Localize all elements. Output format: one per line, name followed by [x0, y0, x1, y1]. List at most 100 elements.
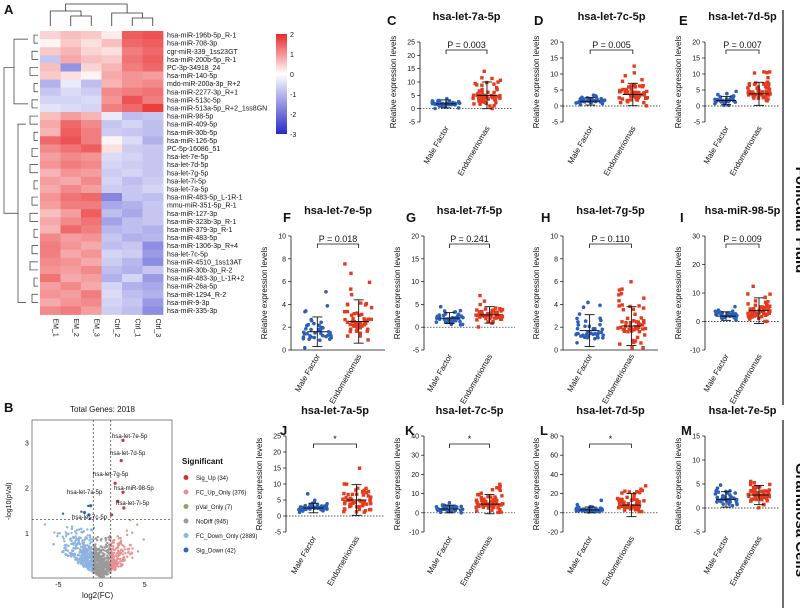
heatmap-cell	[101, 136, 123, 145]
heatmap-cell	[81, 47, 102, 56]
heatmap-cell	[122, 87, 143, 97]
volcano-point	[74, 544, 78, 547]
data-point	[734, 497, 739, 502]
volcano-point	[69, 553, 73, 556]
heatmap-cell	[40, 274, 61, 283]
volcano-point	[89, 557, 92, 560]
volcano-point	[117, 537, 121, 540]
data-point	[640, 323, 644, 327]
volcano-point	[111, 541, 114, 544]
data-point	[583, 319, 588, 323]
data-point	[589, 331, 593, 336]
data-point	[768, 304, 772, 309]
data-point	[637, 91, 641, 95]
data-point	[478, 102, 482, 106]
y-tick-label: 20	[550, 40, 558, 47]
data-point	[345, 320, 350, 324]
data-point	[751, 497, 755, 501]
heatmap-cell	[81, 257, 102, 267]
volcano-point	[112, 555, 115, 559]
y-tick-label: 25	[273, 434, 281, 441]
volcano-point	[136, 523, 139, 526]
volcano-point	[81, 539, 84, 542]
category-label: Endometriomas	[728, 125, 764, 178]
heatmap-cell	[60, 160, 82, 170]
heatmap-cell	[101, 193, 123, 202]
dendro-branch	[31, 245, 38, 255]
data-point	[480, 90, 484, 94]
data-point	[363, 508, 368, 513]
heatmap-cell	[60, 168, 82, 178]
data-point	[581, 305, 586, 310]
heatmap-cell	[81, 136, 102, 145]
heatmap-row-label: hsa-miR-708-3p	[167, 41, 217, 48]
data-point	[491, 498, 496, 502]
volcano-point	[64, 548, 67, 552]
heatmap-cell	[122, 63, 143, 72]
data-point	[617, 502, 622, 507]
data-point	[480, 97, 484, 101]
y-tick-label: 8	[282, 256, 286, 263]
data-point	[752, 94, 756, 98]
data-point	[483, 307, 488, 311]
heatmap-cell	[81, 249, 102, 259]
volcano-point	[118, 557, 122, 561]
data-point	[434, 320, 439, 324]
volcano-point	[80, 545, 83, 549]
heatmap-cell	[40, 136, 61, 145]
data-point	[454, 505, 459, 509]
data-point	[601, 336, 605, 340]
heatmap-cell	[101, 39, 123, 48]
heatmap-cell	[122, 120, 143, 129]
volcano-point	[107, 560, 110, 563]
legend-swatch	[183, 533, 189, 538]
category-label: Male Factor	[565, 534, 594, 575]
heatmap-row-label: PC-5p-16086_51	[167, 146, 220, 153]
data-point	[625, 316, 630, 320]
heatmap-cell	[101, 176, 123, 186]
y-tick-label: 15	[692, 434, 700, 441]
volcano-point	[96, 535, 99, 539]
volcano-point	[96, 558, 99, 562]
heatmap-row-label: hsa-miR-30b-5p	[167, 130, 217, 137]
heatmap-cell	[40, 193, 61, 202]
heatmap-cell	[40, 39, 61, 48]
data-point	[318, 338, 322, 343]
data-point	[643, 333, 647, 337]
volcano-point	[125, 533, 129, 537]
data-point	[746, 311, 750, 316]
heatmap-cell	[81, 193, 102, 202]
heatmap-cell	[60, 225, 82, 234]
heatmap-cell	[40, 249, 61, 259]
y-tick-label: 5	[696, 88, 700, 95]
volcano-point	[109, 571, 112, 574]
data-point	[594, 94, 598, 98]
significance-bracket	[449, 243, 490, 248]
heatmap-cell	[101, 274, 123, 283]
significance-label: *	[609, 434, 613, 444]
data-point	[477, 99, 481, 103]
heatmap-cell	[142, 184, 164, 194]
dendro-branch	[33, 83, 38, 93]
y-axis-label: Relative expression levels	[674, 247, 683, 340]
data-point	[747, 317, 752, 321]
heatmap-cell	[122, 184, 143, 194]
heatmap-cell	[122, 298, 143, 307]
y-tick-label: 10	[550, 234, 558, 241]
data-point	[366, 338, 370, 342]
data-point	[731, 312, 735, 316]
data-point	[498, 484, 502, 488]
significance-label: P = 0.018	[319, 234, 358, 244]
data-point	[753, 496, 758, 500]
data-point	[642, 91, 646, 95]
volcano-point	[61, 512, 65, 515]
data-point	[349, 503, 353, 508]
volcano-gene-label: hsa-let-7a-5p	[67, 490, 103, 496]
data-point	[492, 316, 497, 320]
heatmap-cell	[81, 152, 102, 161]
data-point	[625, 100, 630, 104]
volcano-gene-label: hsa-let-7c-5p	[72, 515, 108, 521]
volcano-xlabel: log2(FC)	[82, 591, 113, 600]
volcano-point	[75, 556, 79, 559]
category-label: Endometriomas	[458, 535, 494, 588]
